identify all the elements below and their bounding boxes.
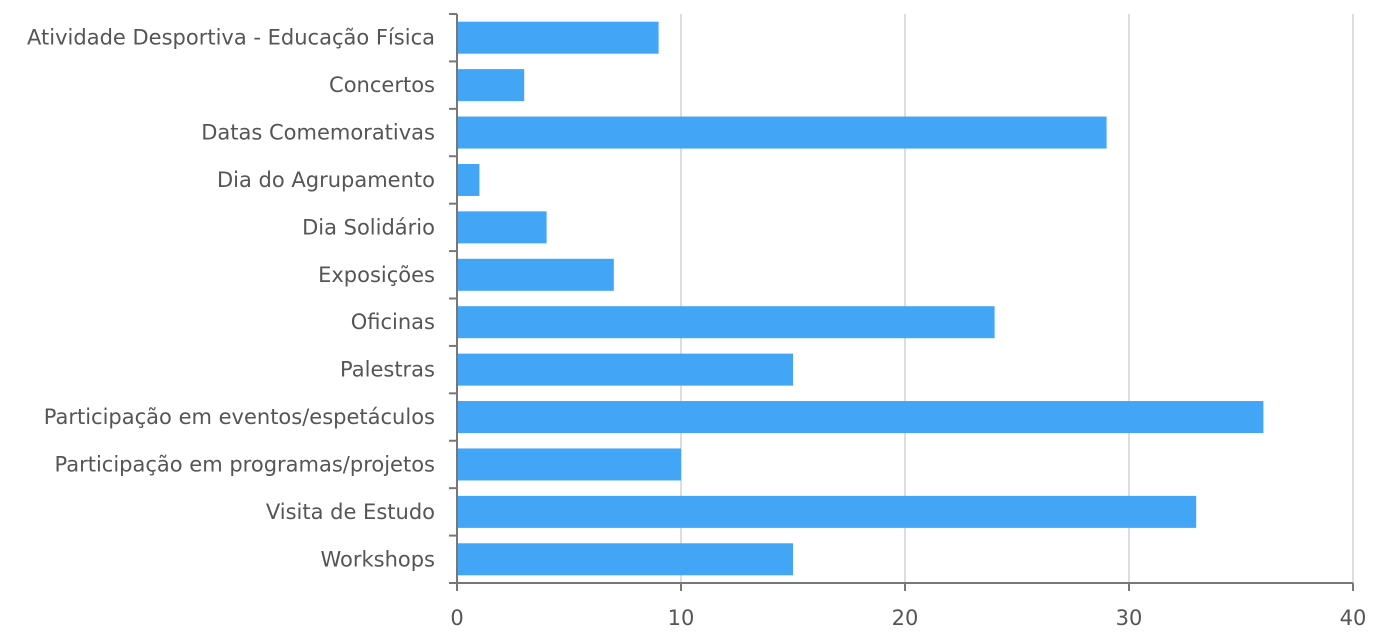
bars — [457, 21, 1264, 576]
category-label: Oficinas — [351, 310, 435, 334]
category-label: Dia Solidário — [302, 215, 435, 239]
category-label: Concertos — [329, 73, 435, 97]
bar — [457, 258, 614, 291]
category-label: Visita de Estudo — [266, 500, 435, 524]
gridlines — [680, 14, 1354, 583]
bar — [457, 116, 1107, 149]
x-tick-label: 10 — [668, 606, 695, 630]
tick-labels: 0 10 20 30 40 — [450, 606, 1366, 630]
category-label: Participação em eventos/espetáculos — [44, 405, 435, 429]
x-tick-label: 0 — [450, 606, 463, 630]
category-label: Datas Comemorativas — [201, 121, 435, 145]
category-label: Palestras — [340, 358, 435, 382]
bar — [457, 211, 547, 244]
bar — [457, 495, 1197, 528]
bar — [457, 401, 1264, 434]
category-label: Workshops — [320, 547, 435, 571]
axes — [449, 13, 1354, 591]
category-label: Dia do Agrupamento — [217, 168, 435, 192]
category-label: Atividade Desportiva - Educação Física — [27, 26, 435, 50]
bar — [457, 543, 793, 576]
category-label: Participação em programas/projetos — [54, 452, 435, 476]
bar — [457, 306, 995, 339]
category-labels: Atividade Desportiva - Educação Física Co… — [27, 26, 435, 572]
bar — [457, 163, 480, 196]
x-tick-label: 20 — [892, 606, 919, 630]
category-label: Exposições — [318, 263, 435, 287]
x-tick-label: 40 — [1340, 606, 1367, 630]
x-tick-label: 30 — [1116, 606, 1143, 630]
bar — [457, 448, 681, 481]
bar — [457, 21, 659, 54]
bar — [457, 69, 525, 102]
bar — [457, 353, 793, 386]
